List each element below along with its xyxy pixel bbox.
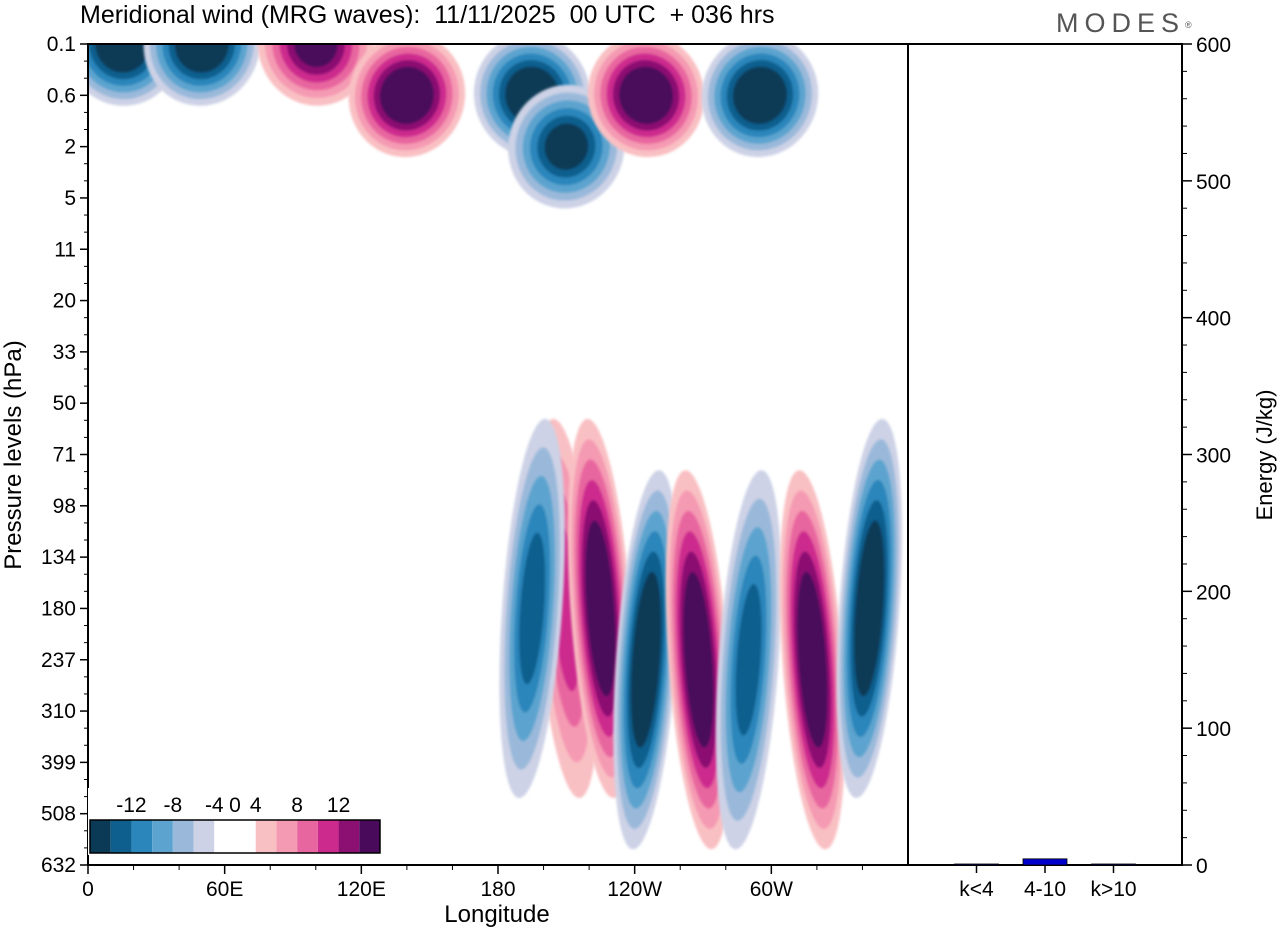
contour-level — [519, 532, 546, 685]
colorbar-swatch — [110, 820, 132, 853]
energy-bar — [1022, 858, 1068, 866]
feature-blob — [701, 44, 819, 158]
y-axis-title: Pressure levels (hPa) — [0, 340, 27, 569]
energy-category-label: 4-10 — [1024, 878, 1066, 901]
colorbar-label: 0 — [229, 794, 241, 817]
colorbar-swatch — [131, 820, 153, 853]
colorbar-swatch — [235, 820, 256, 853]
feature-blob — [715, 470, 782, 850]
energy-category-label: k<4 — [959, 878, 994, 901]
contour-level — [800, 592, 825, 728]
contour-level — [735, 583, 762, 736]
colorbar-swatch — [317, 820, 339, 853]
x-axis: 0 60E 120E 180 120W 60W — [82, 865, 863, 901]
colorbar: -12 -8 -4 0 4 8 12 — [88, 788, 382, 855]
colorbar-swatch — [359, 820, 380, 853]
energy-axis-title: Energy (J/kg) — [1252, 390, 1277, 521]
y-axis: 0.1 0.6 2 5 11 20 33 50 71 98 134 180 237 310 399 508 63… — [41, 33, 88, 877]
x-tick-label: 0 — [82, 878, 94, 901]
plot-frame — [87, 43, 909, 866]
energy-tick-label: 500 — [1196, 171, 1231, 194]
x-tick-label: 60E — [206, 878, 243, 901]
y-tick-label: 20 — [53, 290, 76, 313]
colorbar-swatch — [255, 820, 277, 853]
brand-logo: MODES® — [1056, 8, 1192, 38]
colorbar-label: 12 — [327, 794, 350, 817]
colorbar-frame — [89, 819, 381, 854]
y-tick-label: 237 — [41, 649, 76, 672]
y-tick-label: 33 — [53, 341, 76, 364]
energy-tick-label: 100 — [1196, 718, 1231, 741]
x-axis-title: Longitude — [444, 901, 549, 928]
colorbar-label: 4 — [250, 794, 262, 817]
feature-blob — [499, 418, 565, 798]
feature-blob — [779, 470, 846, 850]
y-tick-label: 180 — [41, 597, 76, 620]
colorbar-label: -4 — [205, 794, 224, 817]
y-tick-label: 5 — [64, 187, 76, 210]
energy-tick-label: 400 — [1196, 308, 1231, 331]
colorbar-swatch — [338, 820, 360, 853]
colorbar-swatch — [152, 820, 173, 853]
contour-level — [386, 73, 428, 118]
feature-blob — [665, 470, 732, 850]
contour-level — [686, 592, 711, 728]
colorbar-swatch — [214, 820, 235, 853]
y-tick-label: 50 — [53, 392, 76, 415]
feature-blob — [508, 84, 625, 209]
x-tick-label: 120E — [337, 878, 386, 901]
colorbar-swatch — [90, 820, 111, 853]
y-tick-label: 71 — [53, 444, 76, 467]
energy-bar — [1091, 863, 1136, 866]
y-tick-label: 632 — [41, 854, 76, 877]
chart-title: Meridional wind (MRG waves): 11/11/2025 … — [80, 1, 775, 29]
colorbar-swatch — [172, 820, 194, 853]
energy-bars: k<4 4-10 k>10 — [954, 858, 1137, 901]
energy-tick-label: 200 — [1196, 581, 1231, 604]
feature-blob — [613, 470, 679, 850]
energy-bar — [954, 863, 999, 866]
feature-blob — [348, 44, 466, 158]
contour-level — [293, 44, 338, 68]
energy-tick-label: 0 — [1196, 855, 1208, 878]
y-tick-label: 0.1 — [47, 33, 76, 56]
colorbar-swatch — [193, 820, 215, 853]
x-tick-label: 60W — [750, 878, 793, 901]
feature-blob — [143, 44, 261, 106]
y-tick-label: 0.6 — [47, 84, 76, 107]
contour-level — [588, 540, 613, 677]
contour-level — [544, 123, 589, 170]
y-tick-label: 11 — [54, 238, 76, 261]
feature-blob — [587, 44, 705, 158]
colorbar-label: 8 — [291, 794, 303, 817]
colorbar-swatch — [297, 820, 318, 853]
y-tick-label: 310 — [41, 700, 76, 723]
contour-level — [634, 592, 658, 728]
colorbar-swatch — [276, 820, 298, 853]
y-tick-label: 98 — [53, 495, 76, 518]
energy-tick-label: 600 — [1196, 34, 1231, 57]
energy-tick-label: 300 — [1196, 445, 1231, 468]
contour-level — [739, 73, 781, 118]
y-tick-label: 399 — [41, 751, 76, 774]
contour-level — [625, 73, 667, 118]
energy-axis: 0 100 200 300 400 500 600 — [1182, 34, 1231, 878]
feature-blob — [836, 418, 903, 798]
x-tick-label: 180 — [480, 878, 515, 901]
contour-level — [857, 540, 881, 677]
y-tick-label: 134 — [41, 546, 76, 569]
colorbar-label: -8 — [164, 794, 183, 817]
energy-frame — [907, 43, 1183, 866]
wind-field — [88, 44, 903, 850]
colorbar-label: -12 — [116, 794, 146, 817]
y-tick-label: 508 — [41, 803, 76, 826]
x-tick-label: 120W — [607, 878, 662, 901]
energy-category-label: k>10 — [1090, 878, 1136, 901]
y-tick-label: 2 — [64, 136, 76, 159]
